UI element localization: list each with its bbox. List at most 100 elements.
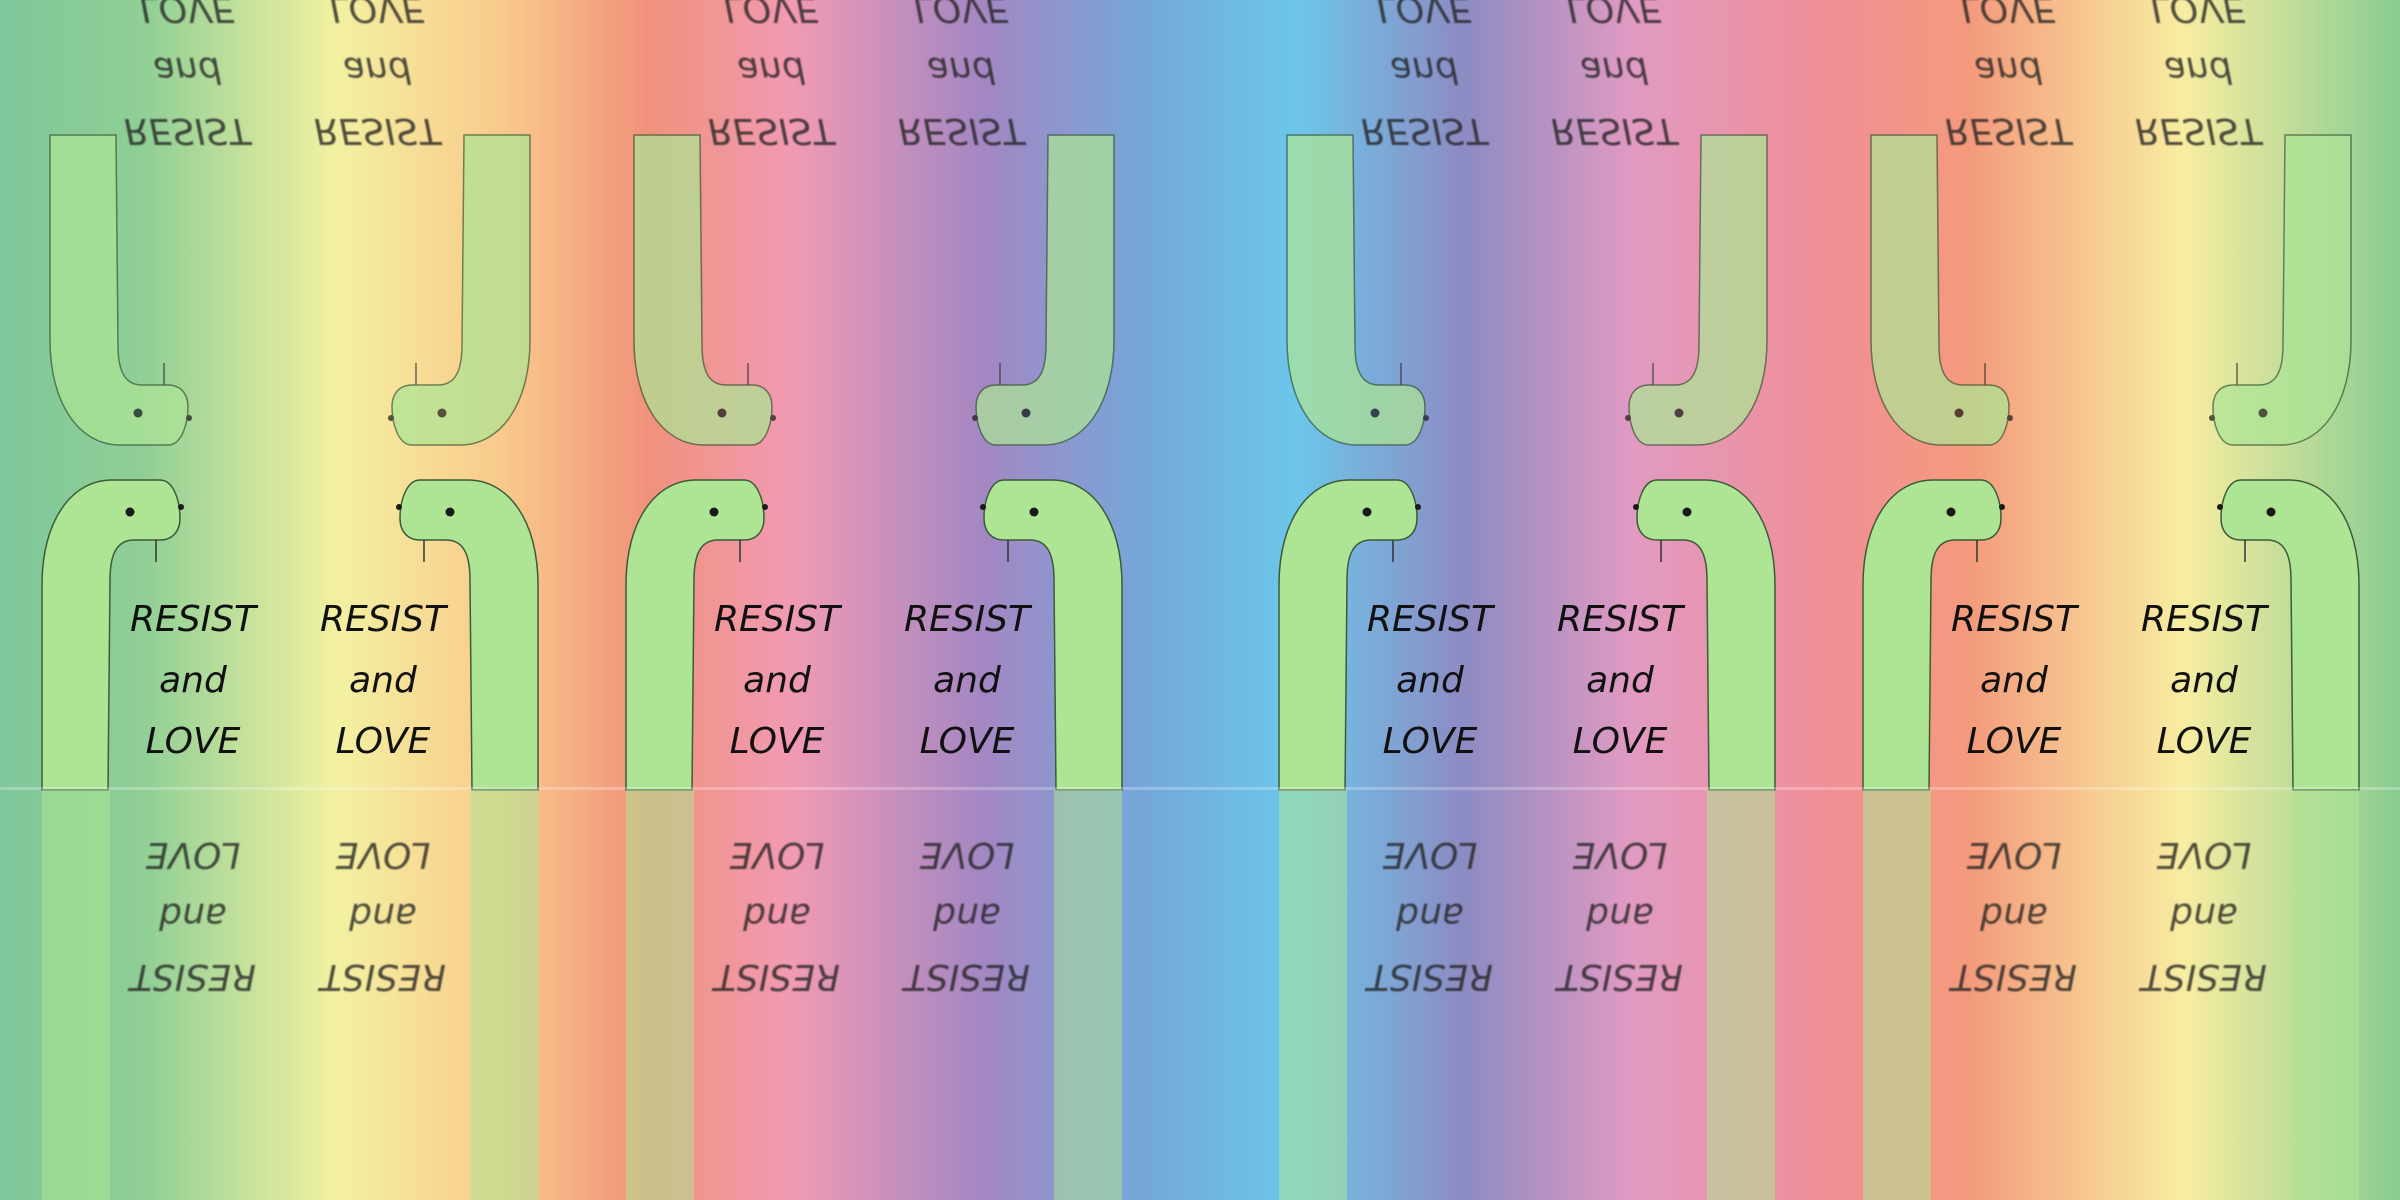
slogan-line: and [1974,49,2042,90]
snake-nostril [2217,504,2223,510]
slogan-text-block-8: RESIST and LOVE [691,0,851,161]
snake-eye [1370,408,1380,418]
snake-figure-12 [1862,479,2005,791]
slogan-line: RESIST [897,110,1025,151]
snake-body [1278,479,1418,791]
slogan-text-block-21: RESIST and LOVE [2124,589,2284,772]
slogan-text-block-0: RESIST and LOVE [113,589,273,772]
snake-body [1636,479,1776,791]
slogan-line: LOVE [335,721,431,762]
snake-nostril [396,504,402,510]
slogan-line: and [737,49,805,90]
snake-figure-0 [41,479,184,791]
slogan-line: and [1580,49,1648,90]
snake-figure-7 [972,134,1115,446]
slogan-line: and [1390,49,1458,90]
slogan-line: and [2164,49,2232,90]
slogan-line: LOVE [919,834,1015,875]
slogan-line: and [343,49,411,90]
slogan-line: RESIST [313,110,441,151]
snake-reflection [470,790,538,1200]
snake-eye [709,507,719,517]
snake-nostril [762,504,768,510]
snake-figure-4 [625,479,768,791]
slogan-line: RESIST [1944,110,2072,151]
snake-body [1286,134,1426,446]
snake-body [49,134,189,446]
slogan-text-block-22: RESIST and LOVE [2124,824,2284,1007]
slogan-line: LOVE [1572,834,1668,875]
slogan-line: RESIST [1366,599,1494,640]
slogan-text-block-15: RESIST and LOVE [1540,589,1700,772]
slogan-text-block-6: RESIST and LOVE [697,589,857,772]
slogan-line: LOVE [1382,721,1478,762]
snake-nostril [972,415,978,421]
slogan-line: and [2170,660,2238,701]
slogan-line: RESIST [713,956,841,997]
snake-figure-1 [396,479,539,791]
snake-body [633,134,773,446]
slogan-text-block-5: RESIST and LOVE [297,0,457,161]
snake-body [1628,134,1768,446]
snake-nostril [770,415,776,421]
slogan-text-block-16: RESIST and LOVE [1540,824,1700,1007]
snake-eye [1021,408,1031,418]
slogan-text-block-3: RESIST and LOVE [303,589,463,772]
snake-nostril [980,504,986,510]
slogan-text-block-23: RESIST and LOVE [2118,0,2278,161]
slogan-line: RESIST [1550,110,1678,151]
slogan-line: RESIST [1366,956,1494,997]
slogan-line: LOVE [2156,721,2252,762]
snake-nostril [1625,415,1631,421]
slogan-text-block-4: RESIST and LOVE [303,824,463,1007]
slogan-line: and [1396,895,1464,936]
snake-figure-5 [980,479,1123,791]
slogan-line: and [1586,895,1654,936]
mirror-horizon-line [0,787,2400,790]
snake-body [2220,479,2360,791]
slogan-line: LOVE [335,834,431,875]
slogan-line: and [153,49,221,90]
slogan-line: RESIST [129,599,257,640]
slogan-line: and [1980,660,2048,701]
snake-figure-10 [1286,134,1429,446]
slogan-line: LOVE [329,0,425,29]
snake-reflection [42,790,110,1200]
slogan-text-block-17: RESIST and LOVE [1534,0,1694,161]
snake-reflection [1863,790,1931,1200]
snake-eye [2258,408,2268,418]
slogan-text-block-18: RESIST and LOVE [1934,589,2094,772]
slogan-line: LOVE [1960,0,2056,29]
snake-nostril [1423,415,1429,421]
snake-reflection [2291,790,2359,1200]
slogan-line: RESIST [903,599,1031,640]
slogan-line: RESIST [1556,956,1684,997]
slogan-line: LOVE [2156,834,2252,875]
slogan-line: and [1586,660,1654,701]
snake-nostril [1999,504,2005,510]
slogan-line: RESIST [319,599,447,640]
slogan-line: RESIST [1556,599,1684,640]
snake-body [1862,479,2002,791]
snake-reflection [1279,790,1347,1200]
slogan-line: LOVE [1382,834,1478,875]
snake-body [391,134,531,446]
slogan-text-block-10: RESIST and LOVE [887,824,1047,1007]
snake-eye [445,507,455,517]
slogan-line: RESIST [2140,599,2268,640]
slogan-text-block-12: RESIST and LOVE [1350,589,1510,772]
slogan-line: LOVE [1966,834,2062,875]
slogan-line: LOVE [139,0,235,29]
snake-nostril [2209,415,2215,421]
slogan-line: RESIST [713,599,841,640]
slogan-text-block-20: RESIST and LOVE [1928,0,2088,161]
snake-reflection [626,790,694,1200]
slogan-line: LOVE [1572,721,1668,762]
slogan-line: RESIST [319,956,447,997]
snake-eye [1674,408,1684,418]
snake-eye [1682,507,1692,517]
slogan-text-block-11: RESIST and LOVE [881,0,1041,161]
